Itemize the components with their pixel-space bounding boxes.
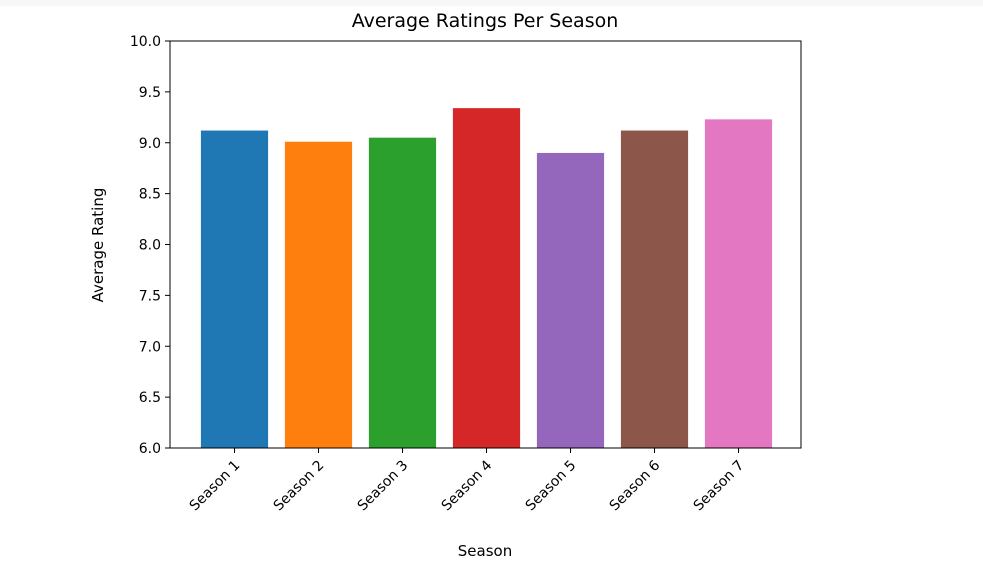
x-tick-label: Season 1 xyxy=(187,458,244,515)
y-tick-label: 7.5 xyxy=(139,288,161,304)
y-tick-label: 9.5 xyxy=(139,85,161,101)
notebook-top-strip xyxy=(0,0,983,6)
x-tick-label: Season 3 xyxy=(355,458,412,515)
x-axis: Season 1 Season 2 Season 3 Season 4 Season 5… xyxy=(187,448,748,515)
y-tick-label: 6.0 xyxy=(139,441,161,457)
chart-title: Average Ratings Per Season xyxy=(352,10,619,32)
bar-4 xyxy=(452,108,521,448)
y-tick-label: 8.0 xyxy=(139,238,161,254)
y-tick-label: 8.5 xyxy=(139,187,161,203)
bar-5 xyxy=(536,152,605,449)
bar-3 xyxy=(368,137,437,448)
x-tick-label: Season 6 xyxy=(607,457,664,514)
x-tick-label: Season 7 xyxy=(691,458,748,515)
x-tick-label: Season 2 xyxy=(271,458,328,515)
x-axis-label: Season xyxy=(458,542,512,560)
bar-7 xyxy=(704,119,773,448)
y-axis-label: Average Rating xyxy=(89,188,107,303)
bar-6 xyxy=(620,130,689,449)
x-tick-label: Season 5 xyxy=(523,458,580,515)
y-tick-label: 7.0 xyxy=(139,339,161,355)
x-tick-label: Season 4 xyxy=(439,457,496,514)
y-tick-label: 9.0 xyxy=(139,136,161,152)
bars-group xyxy=(200,108,773,449)
bar-2 xyxy=(284,141,353,449)
bar-1 xyxy=(200,130,269,449)
y-tick-label: 10.0 xyxy=(130,34,161,50)
y-axis: 6.0 6.5 7.0 7.5 8.0 8.5 9.0 9.5 10.0 xyxy=(130,34,170,457)
y-tick-label: 6.5 xyxy=(139,390,161,406)
